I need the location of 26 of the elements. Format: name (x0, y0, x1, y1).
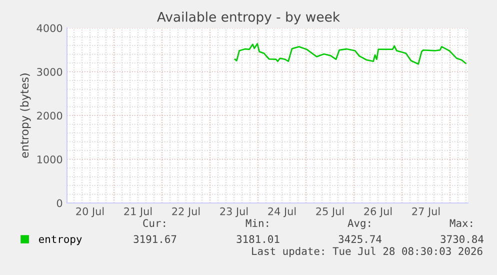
text: 3730.84 (440, 235, 484, 244)
text: Last update: Tue Jul 28 08:30:03 2026 (252, 246, 482, 258)
x-tick-label: 26 Jul (364, 207, 392, 218)
y-tick-label: 3000 (37, 68, 62, 76)
y-axis-title: entropy (bytes) (20, 74, 31, 158)
x-tick-label: 22 Jul (172, 207, 200, 218)
line-series (234, 43, 466, 65)
text: 3181.01 (236, 235, 280, 244)
x-tick-label: 21 Jul (124, 207, 152, 218)
text: Cur: (143, 219, 166, 228)
text: 3425.74 (338, 235, 382, 244)
text: Max: (450, 219, 472, 228)
x-tick-label: 23 Jul (220, 207, 248, 218)
text: 3191.67 (134, 235, 176, 244)
legend-label: entropy (38, 236, 82, 246)
x-tick-label: 24 Jul (268, 207, 296, 218)
y-tick-label: 4000 (36, 24, 62, 32)
chart-title: Available entropy - by week (157, 12, 340, 24)
y-tick-label: 1000 (37, 155, 62, 164)
text: Avg: (348, 219, 370, 230)
x-tick-label: 27 Jul (412, 207, 440, 218)
x-tick-label: 25 Jul (316, 207, 344, 218)
y-tick-label: 2000 (37, 112, 62, 120)
x-tick-label: 20 Jul (76, 207, 104, 218)
text: Min: (246, 218, 268, 227)
y-tick-label: 0 (56, 199, 62, 208)
